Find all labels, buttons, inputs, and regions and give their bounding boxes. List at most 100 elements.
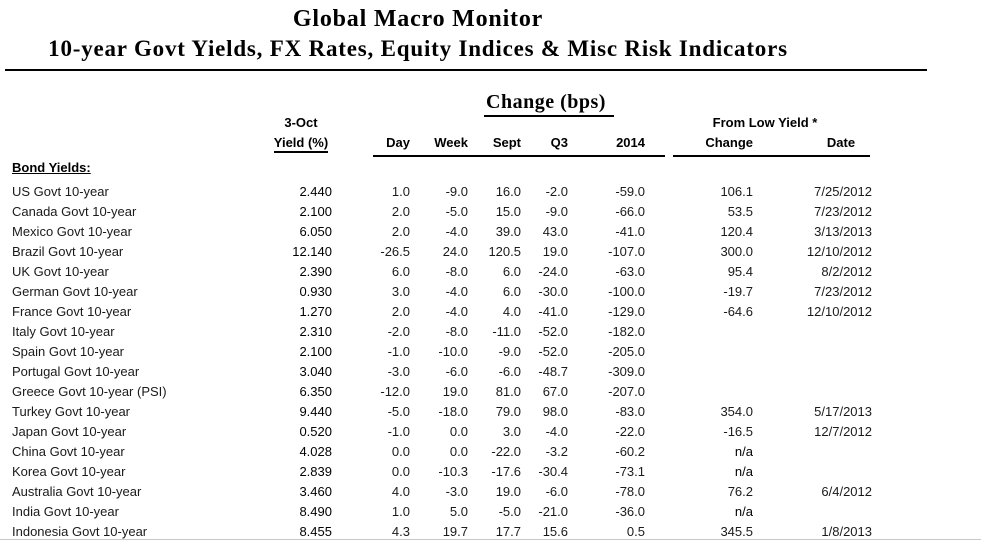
cell-from-low-date: 3/13/2013	[814, 224, 872, 239]
page-title: Global Macro Monitor	[292, 6, 544, 32]
cell-q3-change: -30.4	[538, 464, 568, 479]
cell-from-low-date	[765, 382, 885, 402]
cell-day-change: -2.0	[387, 324, 410, 339]
table-row: Italy Govt 10-year 2.310 -2.0 -8.0 -11.0…	[0, 322, 981, 342]
cell-yield: 6.050	[299, 224, 332, 239]
cell-day-change: -26.5	[380, 244, 410, 259]
cell-day-change: -1.0	[387, 344, 410, 359]
cell-from-low-change: 53.5	[727, 204, 753, 219]
cell-sept-change: -22.0	[491, 444, 521, 459]
cell-from-low-date	[765, 502, 885, 522]
table-row: Korea Govt 10-year 2.839 0.0 -10.3 -17.6…	[0, 462, 981, 482]
cell-yield: 8.455	[299, 524, 332, 539]
cell-sept-change: 81.0	[495, 384, 521, 399]
page-subtitle: 10-year Govt Yields, FX Rates, Equity In…	[48, 36, 788, 61]
cell-from-low-date: 12/10/2012	[806, 304, 872, 319]
cell-sept-change: -5.0	[498, 504, 521, 519]
row-label: Italy Govt 10-year	[12, 324, 115, 339]
cell-from-low-change: 354.0	[720, 404, 753, 419]
cell-from-low-date	[765, 342, 885, 362]
cell-day-change: 2.0	[391, 224, 410, 239]
row-label: Spain Govt 10-year	[12, 344, 125, 359]
cell-from-low-date	[765, 462, 885, 482]
cell-q3-change: -3.2	[545, 444, 568, 459]
cell-from-low-change: -16.5	[723, 424, 753, 439]
cell-2014-change: -78.0	[615, 484, 645, 499]
row-label: Australia Govt 10-year	[12, 484, 142, 499]
cell-2014-change: -66.0	[615, 204, 645, 219]
cell-from-low-change: 95.4	[727, 264, 753, 279]
col-header-yield: Yield (%)	[270, 133, 332, 156]
cell-from-low-change: 345.5	[720, 524, 753, 539]
table-row: Greece Govt 10-year (PSI) 6.350 -12.0 19…	[0, 382, 981, 402]
cell-q3-change: 43.0	[542, 224, 568, 239]
cell-2014-change: -59.0	[615, 184, 645, 199]
cell-from-low-change: n/a	[734, 464, 753, 479]
cell-yield: 6.350	[299, 384, 332, 399]
cell-from-low-date: 8/2/2012	[821, 264, 872, 279]
cell-day-change: -12.0	[380, 384, 410, 399]
cell-q3-change: -4.0	[545, 424, 568, 439]
cell-sept-change: 19.0	[495, 484, 521, 499]
cell-from-low-date: 7/25/2012	[814, 184, 872, 199]
cell-2014-change: -36.0	[615, 504, 645, 519]
cell-q3-change: 19.0	[542, 244, 568, 259]
cell-day-change: -1.0	[387, 424, 410, 439]
row-label: German Govt 10-year	[12, 284, 138, 299]
row-label: Indonesia Govt 10-year	[12, 524, 148, 539]
cell-sept-change: 6.0	[502, 284, 521, 299]
table-row: German Govt 10-year 0.930 3.0 -4.0 6.0 -…	[0, 282, 981, 302]
cell-from-low-date	[765, 362, 885, 382]
cell-sept-change: 120.5	[488, 244, 521, 259]
row-label: Mexico Govt 10-year	[12, 224, 132, 239]
row-label: US Govt 10-year	[12, 184, 109, 199]
cell-yield: 2.100	[299, 344, 332, 359]
cell-sept-change: 15.0	[495, 204, 521, 219]
cell-2014-change: -83.0	[615, 404, 645, 419]
row-label: India Govt 10-year	[12, 504, 119, 519]
cell-yield: 2.440	[299, 184, 332, 199]
cell-2014-change: -100.0	[608, 284, 645, 299]
col-header-asof-date: 3-Oct	[284, 115, 318, 130]
cell-from-low-date: 7/23/2012	[814, 284, 872, 299]
cell-yield: 8.490	[299, 504, 332, 519]
table-row: US Govt 10-year 2.440 1.0 -9.0 16.0 -2.0…	[0, 182, 981, 202]
col-header-2014: 2014	[616, 135, 645, 150]
cell-2014-change: -60.2	[615, 444, 645, 459]
cell-2014-change: -73.1	[615, 464, 645, 479]
cell-day-change: 4.3	[391, 524, 410, 539]
col-header-week: Week	[434, 135, 468, 150]
cell-day-change: 2.0	[391, 304, 410, 319]
col-header-from-low-yield: From Low Yield *	[712, 115, 818, 130]
cell-from-low-change: n/a	[734, 444, 753, 459]
cell-sept-change: 16.0	[495, 184, 521, 199]
cell-2014-change: -41.0	[615, 224, 645, 239]
cell-week-change: -18.0	[438, 404, 468, 419]
cell-yield: 2.100	[299, 204, 332, 219]
table-row: China Govt 10-year 4.028 0.0 0.0 -22.0 -…	[0, 442, 981, 462]
cell-week-change: -4.0	[445, 304, 468, 319]
cell-week-change: -4.0	[445, 224, 468, 239]
section-row-bond-yields: Bond Yields:	[0, 156, 981, 182]
cell-day-change: 2.0	[391, 204, 410, 219]
cell-q3-change: -21.0	[538, 504, 568, 519]
cell-q3-change: 98.0	[542, 404, 568, 419]
row-label: China Govt 10-year	[12, 444, 125, 459]
cell-day-change: -3.0	[387, 364, 410, 379]
cell-yield: 3.460	[299, 484, 332, 499]
cell-sept-change: -6.0	[498, 364, 521, 379]
change-bps-group-header: Change (bps)	[484, 91, 614, 117]
change-columns-underline	[373, 155, 665, 157]
cell-week-change: 5.0	[449, 504, 468, 519]
cell-week-change: 19.7	[442, 524, 468, 539]
cell-from-low-date: 6/4/2012	[821, 484, 872, 499]
cell-week-change: 0.0	[449, 424, 468, 439]
cell-from-low-change	[645, 362, 765, 382]
cell-2014-change: -22.0	[615, 424, 645, 439]
cell-q3-change: 15.6	[542, 524, 568, 539]
cell-sept-change: 3.0	[502, 424, 521, 439]
table-row: Portugal Govt 10-year 3.040 -3.0 -6.0 -6…	[0, 362, 981, 382]
cell-from-low-change: -19.7	[723, 284, 753, 299]
cell-sept-change: -17.6	[491, 464, 521, 479]
cell-day-change: 0.0	[391, 444, 410, 459]
